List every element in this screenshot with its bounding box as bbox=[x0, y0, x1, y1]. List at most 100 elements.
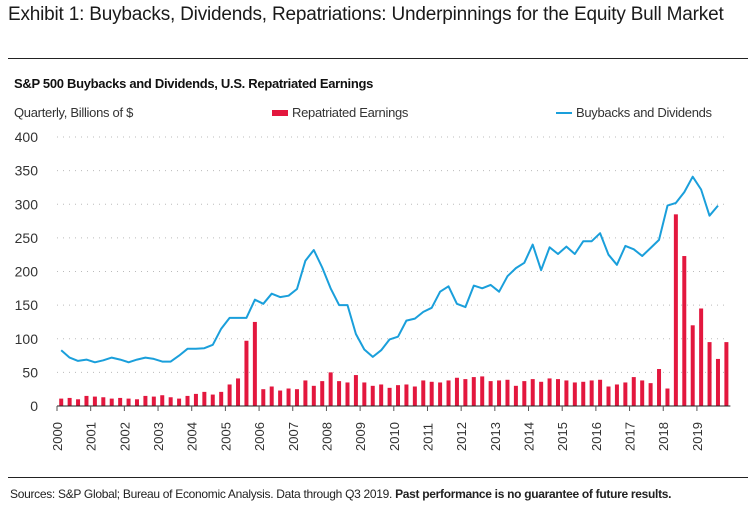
bar bbox=[177, 398, 182, 406]
bar bbox=[665, 388, 670, 406]
x-tick-label: 2017 bbox=[623, 422, 638, 451]
bar bbox=[269, 386, 274, 406]
y-axis-ticks: 0 50 100 150 200 250 300 350 400 bbox=[15, 129, 39, 414]
x-tick-label: 2001 bbox=[84, 422, 99, 451]
bar bbox=[278, 390, 283, 406]
bar bbox=[126, 398, 131, 406]
bar bbox=[598, 379, 603, 406]
bar bbox=[530, 379, 535, 406]
bar bbox=[421, 380, 426, 406]
bar bbox=[446, 380, 451, 406]
header-divider bbox=[8, 58, 748, 59]
y-tick-label: 350 bbox=[15, 163, 39, 179]
legend-item-buybacks: Buybacks and Dividends bbox=[556, 105, 712, 120]
bar bbox=[614, 384, 619, 406]
bar bbox=[606, 386, 611, 406]
y-tick-label: 300 bbox=[15, 196, 39, 212]
bar bbox=[699, 308, 704, 406]
bar bbox=[623, 382, 628, 406]
bar-series bbox=[59, 214, 729, 406]
x-tick-label: 2014 bbox=[522, 422, 537, 451]
bar bbox=[513, 385, 518, 406]
bar bbox=[67, 397, 72, 406]
x-tick-label: 2007 bbox=[286, 422, 301, 451]
x-tick-label: 2019 bbox=[690, 422, 705, 451]
bar bbox=[345, 382, 350, 406]
bar bbox=[690, 325, 695, 406]
bar bbox=[76, 399, 81, 406]
bar bbox=[564, 380, 569, 406]
bar bbox=[353, 375, 358, 406]
bar bbox=[673, 214, 678, 406]
y-tick-label: 400 bbox=[15, 129, 39, 145]
bar bbox=[134, 399, 139, 406]
bar bbox=[185, 395, 190, 406]
bar bbox=[547, 378, 552, 406]
bar bbox=[370, 385, 375, 406]
x-tick-label: 2011 bbox=[420, 423, 435, 451]
bar bbox=[244, 340, 249, 406]
bar bbox=[581, 381, 586, 406]
bar bbox=[303, 380, 308, 406]
x-tick-label: 2002 bbox=[117, 422, 132, 451]
bar bbox=[715, 358, 720, 406]
bar bbox=[261, 389, 266, 406]
legend-item-repatriated: Repatriated Earnings bbox=[272, 105, 408, 120]
y-axis-label: Quarterly, Billions of $ bbox=[14, 105, 133, 120]
bar bbox=[92, 396, 97, 406]
x-tick-label: 2012 bbox=[454, 422, 469, 451]
bar bbox=[404, 384, 409, 406]
bar bbox=[463, 379, 468, 406]
bar bbox=[84, 395, 89, 406]
footer: Sources: S&P Global; Bureau of Economic … bbox=[10, 487, 671, 501]
disclaimer: Past performance is no guarantee of futu… bbox=[395, 487, 672, 501]
x-tick-label: 2005 bbox=[218, 422, 233, 451]
x-tick-label: 2013 bbox=[488, 422, 503, 451]
bar bbox=[286, 388, 291, 406]
x-tick-label: 2009 bbox=[353, 422, 368, 451]
bar bbox=[497, 380, 502, 406]
chart-title: S&P 500 Buybacks and Dividends, U.S. Rep… bbox=[14, 76, 374, 91]
bar bbox=[707, 342, 712, 406]
bar bbox=[682, 256, 687, 406]
y-tick-label: 150 bbox=[15, 297, 39, 313]
y-tick-label: 200 bbox=[15, 264, 39, 280]
bar bbox=[640, 380, 645, 406]
bar bbox=[328, 372, 333, 406]
bar bbox=[379, 384, 384, 406]
x-tick-label: 2000 bbox=[50, 422, 65, 451]
bar bbox=[631, 377, 636, 406]
buybacks-dividends-line bbox=[60, 175, 719, 364]
bar bbox=[412, 386, 417, 406]
x-tick-label: 2003 bbox=[151, 422, 166, 451]
legend-label: Repatriated Earnings bbox=[292, 105, 409, 120]
bar bbox=[143, 395, 148, 406]
x-tick-label: 2010 bbox=[387, 422, 402, 451]
bar bbox=[387, 387, 392, 406]
gridlines bbox=[57, 136, 725, 373]
legend-label: Buybacks and Dividends bbox=[576, 105, 712, 120]
bar bbox=[294, 389, 299, 406]
bar bbox=[505, 379, 510, 406]
bar bbox=[396, 385, 401, 406]
x-tick-label: 2006 bbox=[252, 422, 267, 451]
bar bbox=[572, 382, 577, 406]
y-tick-label: 50 bbox=[22, 364, 38, 380]
legend-swatch-line bbox=[556, 111, 572, 114]
bar bbox=[589, 380, 594, 406]
y-tick-label: 250 bbox=[15, 230, 39, 246]
bar bbox=[311, 385, 316, 406]
x-axis: 2000 2001 2002 2003 2004 2005 2006 2007 2008 2009… bbox=[50, 405, 731, 451]
y-tick-label: 100 bbox=[15, 331, 39, 347]
bar bbox=[724, 342, 729, 406]
bar bbox=[438, 382, 443, 406]
bar bbox=[101, 397, 106, 406]
x-tick-label: 2004 bbox=[185, 422, 200, 451]
bar bbox=[539, 381, 544, 406]
x-tick-label: 2018 bbox=[656, 422, 671, 451]
bar bbox=[522, 381, 527, 406]
bar bbox=[219, 391, 224, 406]
bar bbox=[648, 383, 653, 406]
sources-note: Sources: S&P Global; Bureau of Economic … bbox=[10, 487, 396, 501]
bar bbox=[193, 393, 198, 406]
